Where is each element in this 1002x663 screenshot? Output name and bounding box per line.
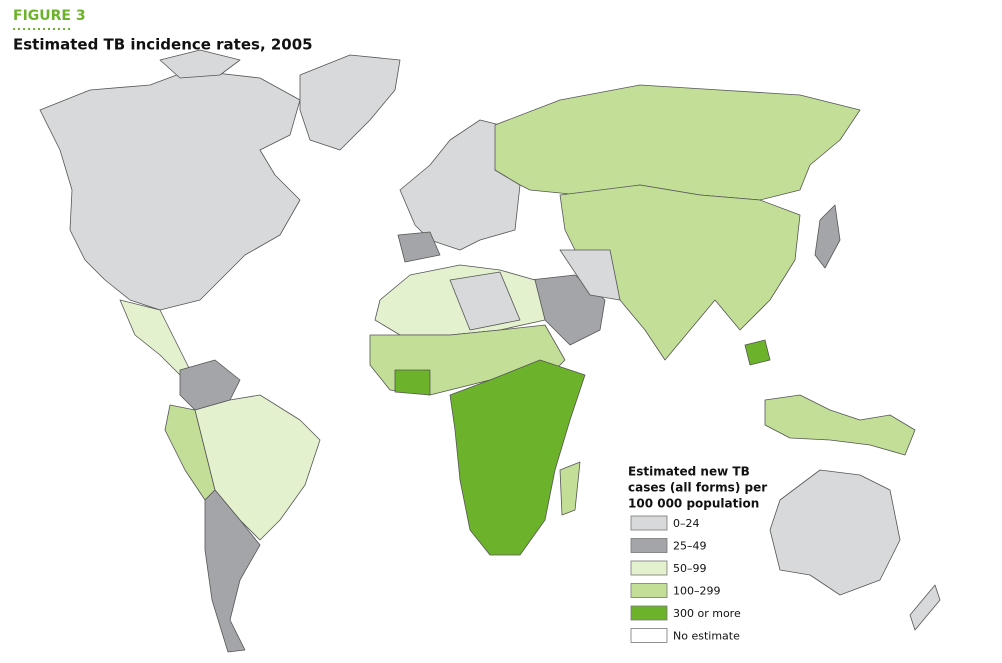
russia xyxy=(494,84,861,201)
greenland xyxy=(299,54,401,151)
legend-label: 25–49 xyxy=(673,540,707,553)
figure-title: Estimated TB incidence rates, 2005 xyxy=(13,36,313,54)
figure-label: FIGURE 3 xyxy=(13,8,86,24)
iran xyxy=(559,249,621,301)
new-zealand xyxy=(909,584,941,631)
japan xyxy=(814,204,841,269)
southern-cone xyxy=(204,489,261,653)
legend-swatch xyxy=(630,538,668,553)
australia xyxy=(769,469,901,596)
legend: Estimated new TB cases (all forms) per 100… xyxy=(628,465,767,643)
legend-swatch xyxy=(630,583,668,598)
madagascar xyxy=(559,461,581,516)
legend-label: 100–299 xyxy=(673,585,721,598)
brazil xyxy=(194,394,321,541)
legend-label: 300 or more xyxy=(673,607,741,620)
legend-label: No estimate xyxy=(673,630,740,643)
legend-title: cases (all forms) per xyxy=(628,481,767,495)
central-america xyxy=(119,299,191,376)
legend-swatch xyxy=(630,515,668,531)
world-map xyxy=(39,49,941,653)
legend-label: 0–24 xyxy=(673,517,700,530)
legend-swatch xyxy=(630,560,668,576)
north-america xyxy=(39,69,301,311)
legend-title: Estimated new TB xyxy=(628,465,750,479)
legend-label: 50–99 xyxy=(673,562,707,575)
legend-swatch xyxy=(630,605,668,621)
legend-title: 100 000 population xyxy=(628,497,759,511)
sub-saharan-africa xyxy=(449,359,586,556)
legend-swatch xyxy=(630,628,668,643)
west-africa-high xyxy=(394,369,431,396)
cambodia xyxy=(744,339,771,366)
arctic-islands xyxy=(159,49,241,79)
iberia xyxy=(397,231,441,263)
libya-egypt xyxy=(449,271,521,331)
indonesia xyxy=(764,394,916,456)
